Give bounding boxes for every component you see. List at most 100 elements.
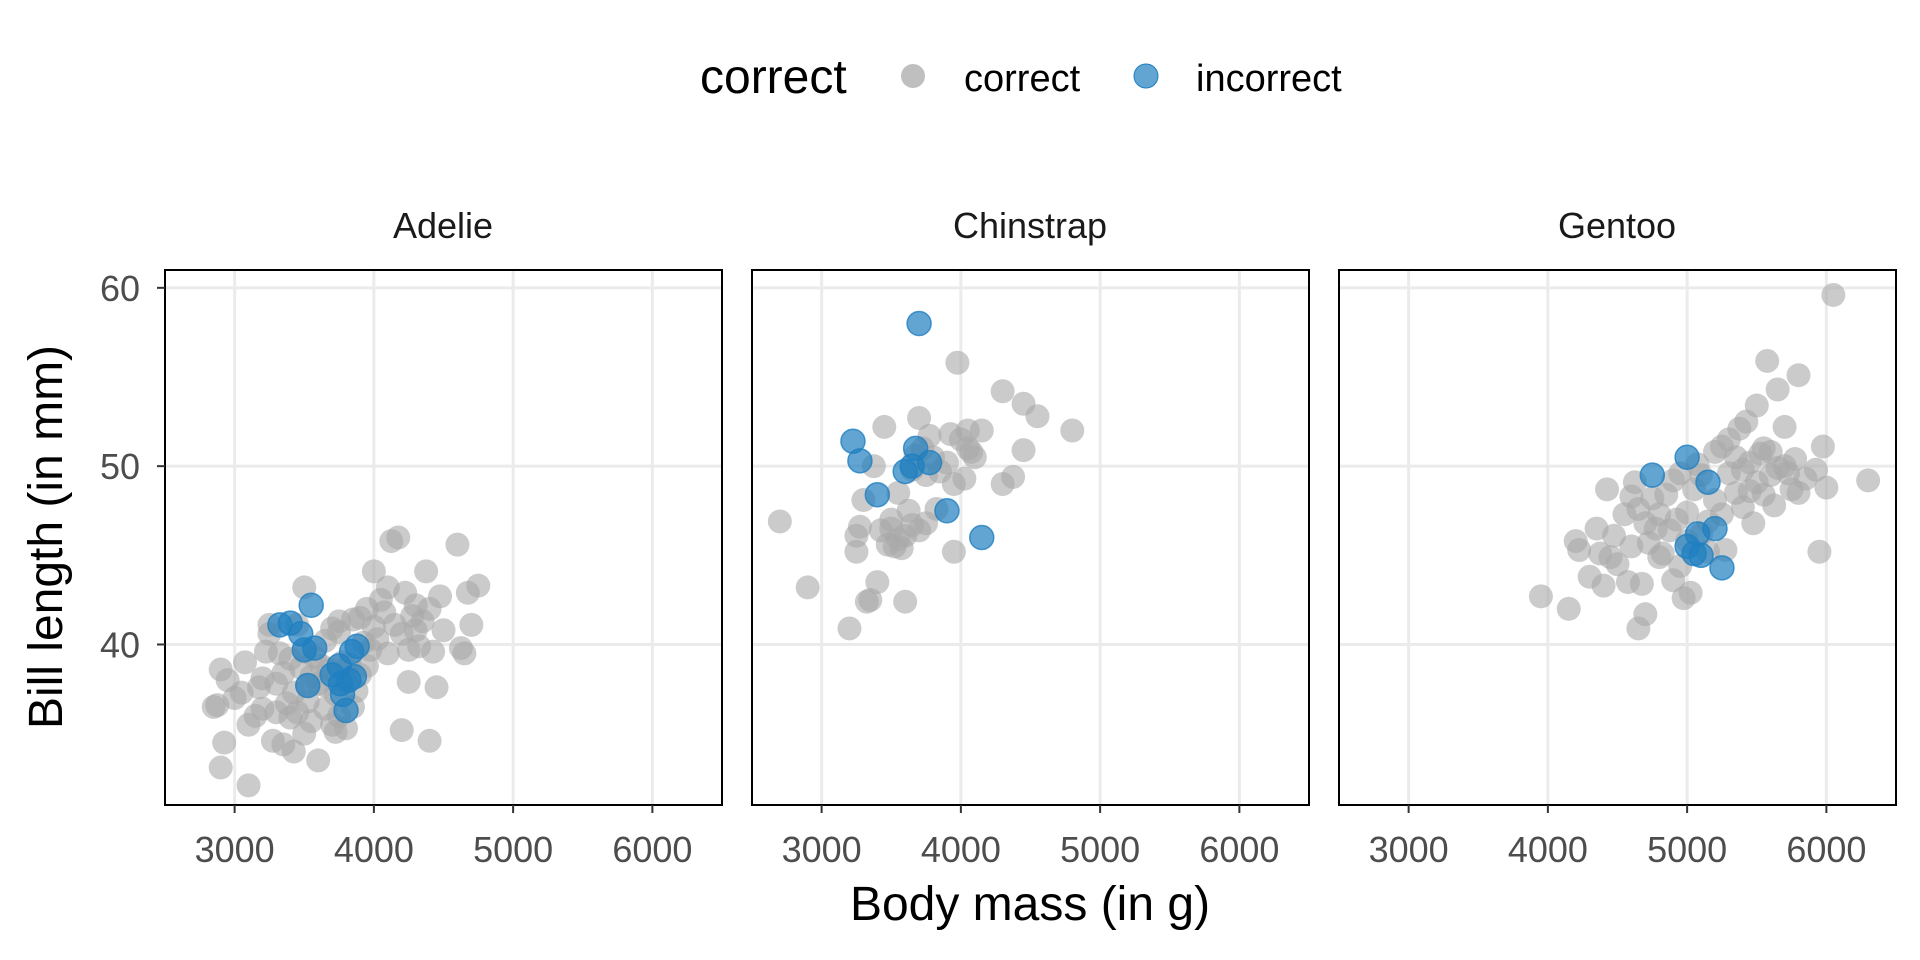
- data-point-correct: [389, 718, 414, 743]
- data-point-incorrect: [969, 524, 995, 551]
- strip-label-chinstrap: Chinstrap: [953, 205, 1107, 246]
- legend: correct correct incorrect: [700, 51, 1342, 104]
- data-point-correct: [1810, 434, 1835, 459]
- x-axis-title: Body mass (in g): [850, 878, 1210, 931]
- data-point-correct: [1629, 571, 1654, 596]
- data-point-incorrect: [301, 635, 328, 661]
- data-point-correct: [334, 716, 359, 741]
- x-tick-label: 5000: [473, 829, 553, 870]
- data-point-correct: [466, 573, 491, 598]
- data-point-incorrect: [341, 663, 368, 690]
- strip-label-adelie: Adelie: [393, 205, 493, 246]
- panel-gentoo: Gentoo: [1338, 205, 1897, 806]
- data-point-correct: [421, 639, 446, 664]
- y-axis-title: Bill length (in mm): [20, 345, 73, 729]
- data-point-correct: [445, 532, 470, 557]
- x-tick-label: 5000: [1647, 829, 1727, 870]
- data-point-correct: [361, 559, 386, 584]
- data-point-incorrect: [344, 633, 370, 660]
- data-point-correct: [767, 509, 792, 534]
- points-gentoo: [1528, 282, 1881, 641]
- points-adelie: [201, 525, 491, 798]
- data-point-correct: [236, 773, 261, 798]
- data-point-incorrect: [1702, 515, 1728, 542]
- data-point-incorrect: [934, 498, 960, 524]
- panel-border-chinstrap: [751, 269, 1310, 806]
- data-point-incorrect: [864, 481, 891, 508]
- data-point-correct: [1755, 348, 1780, 373]
- data-point-correct: [1595, 477, 1620, 502]
- data-point-correct: [990, 379, 1015, 404]
- data-point-correct: [375, 641, 400, 666]
- x-tick-label: 6000: [612, 829, 692, 870]
- data-point-correct: [1744, 393, 1769, 418]
- data-point-correct: [1803, 457, 1828, 482]
- data-point-incorrect: [1674, 444, 1700, 470]
- points-chinstrap: [767, 310, 1085, 641]
- data-point-correct: [952, 466, 977, 491]
- y-tick-label: 50: [100, 446, 140, 487]
- data-point-correct: [452, 641, 477, 666]
- data-point-correct: [1762, 493, 1787, 518]
- x-tick-label: 4000: [1508, 829, 1588, 870]
- data-point-correct: [1741, 511, 1766, 536]
- data-point-correct: [865, 570, 890, 595]
- y-tick-label: 60: [100, 268, 140, 309]
- data-point-correct: [847, 514, 872, 539]
- data-point-incorrect: [294, 672, 321, 699]
- data-point-incorrect: [916, 449, 943, 476]
- data-point-correct: [1678, 580, 1703, 605]
- data-point-correct: [306, 748, 331, 773]
- data-point-correct: [1807, 539, 1832, 564]
- data-point-correct: [424, 675, 449, 700]
- data-point-correct: [281, 739, 306, 764]
- data-point-correct: [1602, 523, 1627, 548]
- data-point-correct: [934, 450, 959, 475]
- x-tick-label: 5000: [1060, 829, 1140, 870]
- data-point-correct: [1786, 363, 1811, 388]
- data-point-incorrect: [1695, 469, 1721, 495]
- panel-border-gentoo: [1338, 269, 1897, 806]
- data-point-correct: [327, 620, 352, 645]
- data-point-correct: [386, 525, 411, 550]
- data-point-correct: [1783, 447, 1808, 472]
- data-point-incorrect: [1639, 462, 1666, 488]
- data-point-correct: [431, 618, 456, 643]
- x-tick-label: 4000: [921, 829, 1001, 870]
- data-point-correct: [795, 575, 820, 600]
- panel-border-adelie: [164, 269, 723, 806]
- x-tick-label: 6000: [1786, 829, 1866, 870]
- data-point-correct: [1528, 584, 1553, 609]
- y-tick-label: 40: [100, 625, 140, 666]
- data-point-correct: [1675, 500, 1700, 525]
- data-point-correct: [1856, 468, 1881, 493]
- data-point-correct: [955, 436, 980, 461]
- legend-key-incorrect: [1133, 63, 1159, 89]
- data-point-correct: [212, 730, 237, 755]
- y-axis: 40 50 60: [100, 268, 165, 666]
- data-point-correct: [396, 669, 421, 694]
- data-point-correct: [428, 584, 453, 609]
- data-point-incorrect: [906, 310, 932, 337]
- legend-label-incorrect: incorrect: [1196, 58, 1342, 100]
- x-tick-label: 3000: [1369, 829, 1449, 870]
- x-axis: 3000 4000 5000 6000 3000 4000 5000 6000 3000 4000…: [195, 805, 1866, 870]
- data-point-incorrect: [333, 697, 359, 724]
- data-point-correct: [872, 414, 897, 439]
- data-point-correct: [1591, 573, 1616, 598]
- data-point-correct: [1025, 404, 1050, 429]
- data-point-correct: [907, 406, 932, 431]
- legend-title: correct: [700, 51, 847, 104]
- data-point-correct: [1060, 418, 1085, 443]
- data-point-incorrect: [847, 448, 873, 474]
- x-tick-label: 4000: [334, 829, 414, 870]
- data-point-correct: [417, 728, 442, 753]
- gridlines-chinstrap: [752, 270, 1309, 805]
- data-point-correct: [1650, 541, 1675, 566]
- x-tick-label: 3000: [782, 829, 862, 870]
- data-point-correct: [1633, 602, 1658, 627]
- panel-adelie: Adelie: [164, 205, 723, 806]
- data-point-correct: [1011, 438, 1036, 463]
- data-point-correct: [844, 539, 869, 564]
